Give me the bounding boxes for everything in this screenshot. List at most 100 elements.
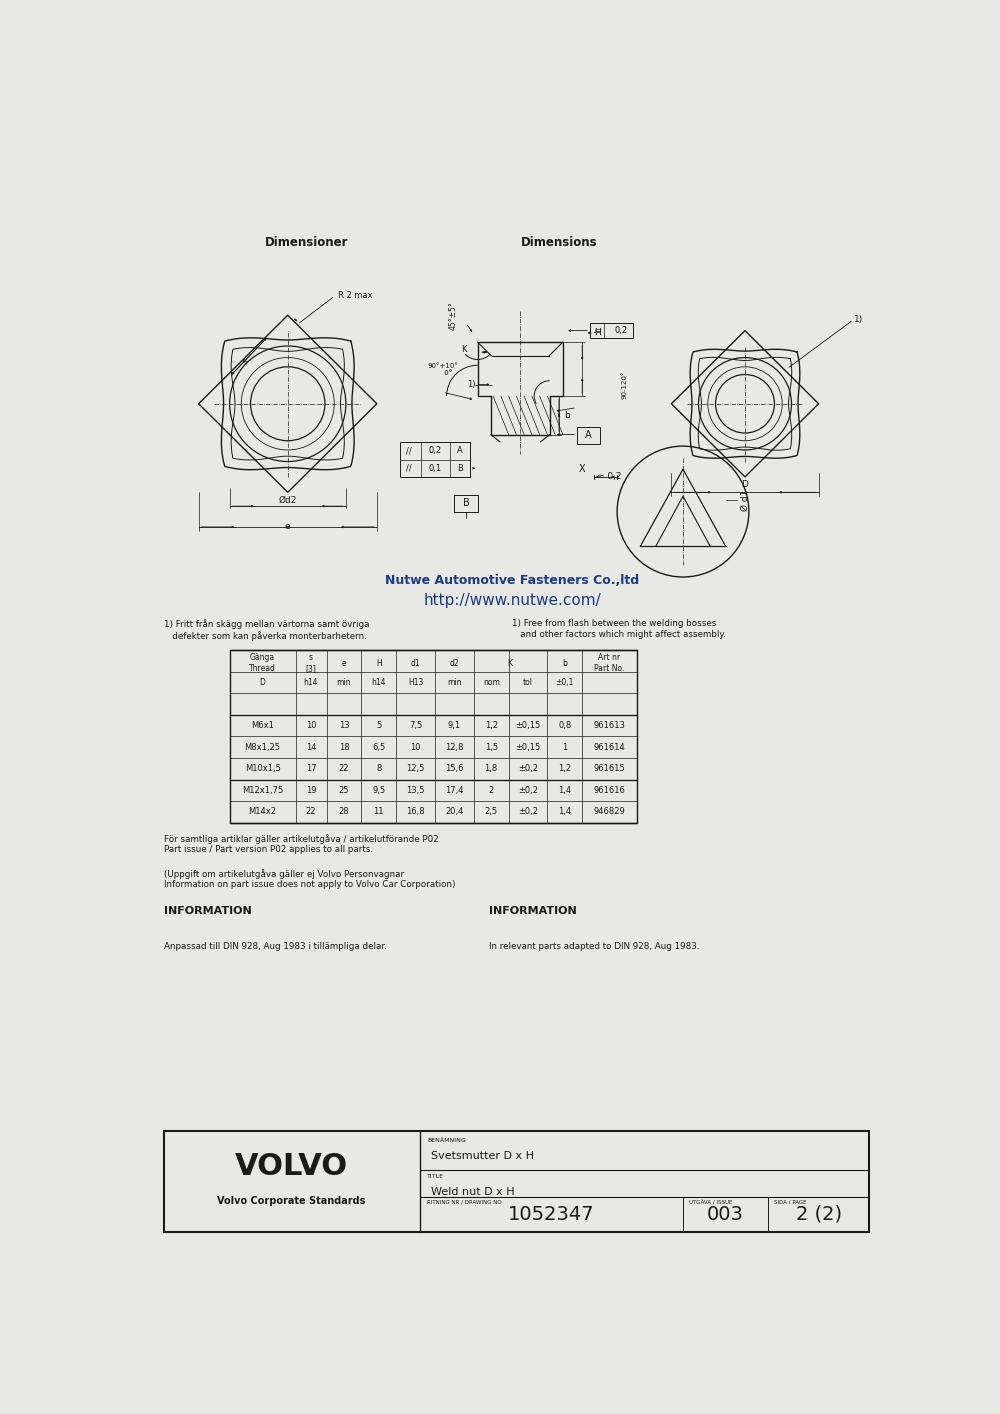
Text: b: b bbox=[562, 659, 567, 667]
Text: För samtliga artiklar gäller artikelutgåva / artikelutförande P02
Part issue / P: För samtliga artiklar gäller artikelutgå… bbox=[164, 834, 438, 854]
Text: ≈ 0,2: ≈ 0,2 bbox=[597, 472, 622, 481]
Text: 2: 2 bbox=[489, 786, 494, 795]
Text: 17,4: 17,4 bbox=[445, 786, 464, 795]
Text: 1): 1) bbox=[467, 380, 476, 389]
Bar bbox=[577, 427, 600, 444]
Text: 25: 25 bbox=[339, 786, 349, 795]
Text: M14x2: M14x2 bbox=[249, 807, 277, 816]
Text: 22: 22 bbox=[339, 764, 349, 773]
Text: 13,5: 13,5 bbox=[406, 786, 425, 795]
Text: ±0,2: ±0,2 bbox=[518, 786, 538, 795]
Text: 946829: 946829 bbox=[594, 807, 625, 816]
Text: 1,4: 1,4 bbox=[558, 807, 571, 816]
Text: nom: nom bbox=[483, 677, 500, 687]
Text: tol: tol bbox=[523, 677, 533, 687]
Text: K: K bbox=[507, 659, 512, 667]
Bar bbox=[590, 322, 633, 338]
Text: M12x1,75: M12x1,75 bbox=[242, 786, 283, 795]
Text: 90-120°: 90-120° bbox=[622, 370, 628, 399]
Text: SIDA / PAGE: SIDA / PAGE bbox=[774, 1200, 807, 1205]
Text: M10x1,5: M10x1,5 bbox=[245, 764, 280, 773]
Text: 11: 11 bbox=[374, 807, 384, 816]
Text: 13: 13 bbox=[339, 721, 349, 730]
Text: 1) Fritt från skägg mellan värtorna samt övriga
   defekter som kan påverka mont: 1) Fritt från skägg mellan värtorna samt… bbox=[164, 619, 369, 641]
Text: K: K bbox=[461, 345, 466, 354]
Text: 22: 22 bbox=[306, 807, 316, 816]
Text: Ø d1: Ø d1 bbox=[741, 489, 750, 510]
Text: 1): 1) bbox=[854, 314, 863, 324]
Text: 12,5: 12,5 bbox=[406, 764, 425, 773]
Text: 1,4: 1,4 bbox=[558, 786, 571, 795]
Text: D: D bbox=[742, 481, 748, 489]
Text: H: H bbox=[594, 328, 601, 338]
Text: 2 (2): 2 (2) bbox=[796, 1205, 842, 1223]
Text: Weld nut D x H: Weld nut D x H bbox=[431, 1186, 515, 1196]
Text: 2,5: 2,5 bbox=[485, 807, 498, 816]
Text: H: H bbox=[376, 659, 382, 667]
Text: ±0,15: ±0,15 bbox=[515, 721, 541, 730]
Text: d2: d2 bbox=[450, 659, 459, 667]
Text: 1052347: 1052347 bbox=[508, 1205, 595, 1223]
Text: b: b bbox=[564, 411, 570, 420]
Text: 9,1: 9,1 bbox=[448, 721, 461, 730]
Text: 961616: 961616 bbox=[593, 786, 625, 795]
Text: Svetsmutter D x H: Svetsmutter D x H bbox=[431, 1151, 534, 1161]
Text: Dimensions: Dimensions bbox=[521, 236, 597, 249]
Text: (Uppgift om artikelutgåva gäller ej Volvo Personvagnar
Information on part issue: (Uppgift om artikelutgåva gäller ej Volv… bbox=[164, 868, 455, 889]
Text: 1,2: 1,2 bbox=[558, 764, 571, 773]
Text: UTGÄVA / ISSUE: UTGÄVA / ISSUE bbox=[689, 1200, 733, 1205]
Text: //: // bbox=[406, 447, 411, 455]
Text: h14: h14 bbox=[304, 677, 318, 687]
Text: 6,5: 6,5 bbox=[372, 742, 385, 752]
Text: BENÄMNING: BENÄMNING bbox=[427, 1138, 466, 1143]
Text: 0,1: 0,1 bbox=[428, 464, 442, 472]
Text: min: min bbox=[337, 677, 351, 687]
Bar bbox=[454, 495, 478, 512]
Text: 0,2: 0,2 bbox=[428, 447, 442, 455]
Text: 961615: 961615 bbox=[594, 764, 625, 773]
Text: e: e bbox=[342, 659, 346, 667]
Text: VOLVO: VOLVO bbox=[235, 1151, 348, 1181]
Text: 1: 1 bbox=[562, 742, 567, 752]
Text: Anpassad till DIN 928, Aug 1983 i tillämpliga delar.: Anpassad till DIN 928, Aug 1983 i tilläm… bbox=[164, 942, 387, 952]
Text: 7,5: 7,5 bbox=[409, 721, 422, 730]
Text: 1,2: 1,2 bbox=[485, 721, 498, 730]
Text: ±0,2: ±0,2 bbox=[518, 764, 538, 773]
Text: ±0,15: ±0,15 bbox=[515, 742, 541, 752]
Text: RITNING NR / DRAWING NO: RITNING NR / DRAWING NO bbox=[427, 1200, 502, 1205]
Text: INFORMATION: INFORMATION bbox=[164, 906, 252, 916]
Text: http://www.nutwe.com/: http://www.nutwe.com/ bbox=[424, 592, 601, 608]
Text: 17: 17 bbox=[306, 764, 316, 773]
Text: TITLE: TITLE bbox=[427, 1174, 444, 1179]
Text: ▱: ▱ bbox=[594, 325, 602, 335]
Text: s
[3]: s [3] bbox=[306, 653, 316, 673]
Text: D: D bbox=[260, 677, 266, 687]
Text: INFORMATION: INFORMATION bbox=[489, 906, 577, 916]
Text: 961614: 961614 bbox=[594, 742, 625, 752]
Text: 28: 28 bbox=[339, 807, 349, 816]
Bar bbox=[230, 650, 637, 823]
Text: 0,8: 0,8 bbox=[558, 721, 571, 730]
Text: H13: H13 bbox=[408, 677, 423, 687]
Text: Art nr
Part No.: Art nr Part No. bbox=[594, 653, 625, 673]
Text: e: e bbox=[285, 522, 291, 532]
Text: s: s bbox=[240, 356, 250, 366]
Text: 8: 8 bbox=[376, 764, 382, 773]
Text: 90°+10°
     0°: 90°+10° 0° bbox=[427, 362, 458, 376]
Text: R 2 max: R 2 max bbox=[338, 291, 373, 300]
Bar bbox=[400, 443, 470, 477]
Text: 9,5: 9,5 bbox=[372, 786, 385, 795]
Text: 1,8: 1,8 bbox=[485, 764, 498, 773]
Bar bbox=[164, 1131, 869, 1232]
Text: Dimensioner: Dimensioner bbox=[264, 236, 348, 249]
Text: B: B bbox=[457, 464, 463, 472]
Text: B: B bbox=[463, 498, 469, 508]
Text: ±0,1: ±0,1 bbox=[556, 677, 574, 687]
Text: 19: 19 bbox=[306, 786, 316, 795]
Text: ±0,2: ±0,2 bbox=[518, 807, 538, 816]
Text: In relevant parts adapted to DIN 928, Aug 1983.: In relevant parts adapted to DIN 928, Au… bbox=[489, 942, 700, 952]
Text: 12,8: 12,8 bbox=[445, 742, 464, 752]
Text: 10: 10 bbox=[410, 742, 421, 752]
Text: h14: h14 bbox=[372, 677, 386, 687]
Text: A: A bbox=[457, 447, 463, 455]
